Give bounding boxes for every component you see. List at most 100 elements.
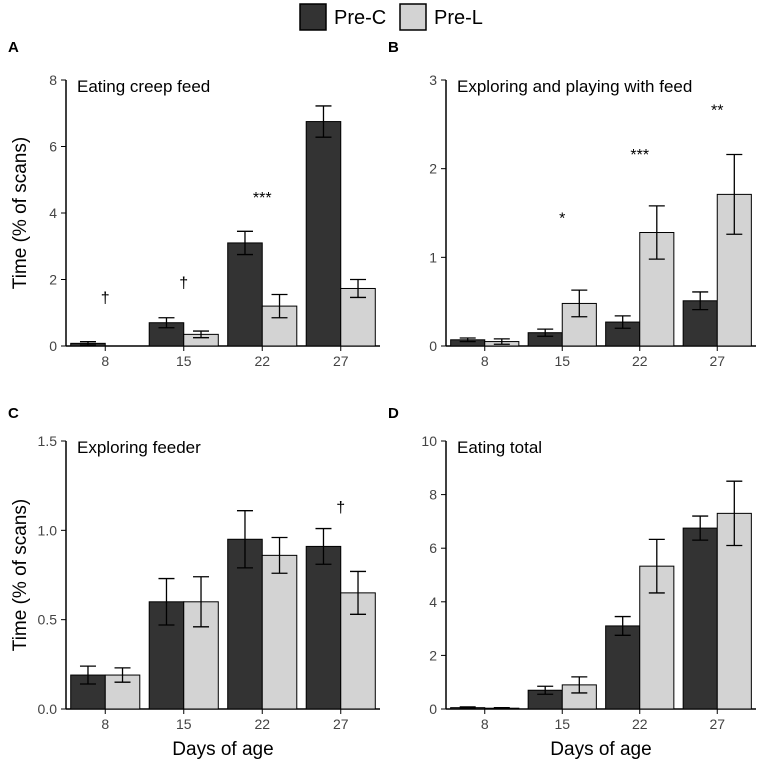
x-tick-label: 22 — [632, 716, 648, 732]
x-tick-label: 15 — [176, 353, 192, 369]
bar-pre-c-22 — [605, 625, 641, 710]
y-tick-label: 0 — [429, 338, 437, 354]
bar-pre-l-22 — [261, 554, 298, 710]
panel-d: Eating total 0 2 4 6 8 10 8 15 22 27 Days of age — [421, 433, 756, 760]
x-tick-label: 27 — [709, 353, 725, 369]
x-tick-label: 15 — [554, 716, 570, 732]
error-bar-pre-c-8 — [459, 337, 476, 343]
error-bar-pre-c-22 — [614, 615, 631, 636]
bar-pre-l-15 — [183, 601, 219, 710]
error-bar-pre-l-27 — [726, 480, 743, 547]
bar-pre-c-27 — [305, 121, 342, 347]
y-tick-label: 10 — [421, 433, 437, 449]
error-bar-pre-l-15 — [571, 676, 588, 694]
significance-annotation: * — [559, 211, 565, 228]
x-tick-label: 27 — [333, 716, 349, 732]
x-tick-label: 15 — [554, 353, 570, 369]
error-bar-pre-l-15 — [193, 576, 210, 628]
panel-title: Exploring feeder — [77, 438, 201, 457]
error-bar-pre-c-8 — [79, 665, 96, 685]
y-tick-label: 4 — [49, 205, 57, 221]
error-bar-pre-c-8 — [79, 341, 96, 346]
error-bar-pre-c-15 — [158, 577, 175, 626]
x-tick-label: 22 — [632, 353, 648, 369]
error-bar-pre-c-15 — [158, 317, 175, 329]
panel-title: Exploring and playing with feed — [457, 77, 692, 96]
error-bar-pre-c-8 — [459, 706, 476, 710]
error-bar-pre-l-15 — [193, 330, 210, 339]
panel-b: Exploring and playing with feed 0 1 2 3 8 15 22… — [429, 72, 756, 369]
error-bar-pre-c-22 — [614, 315, 631, 329]
x-tick-label: 15 — [176, 716, 192, 732]
y-tick-label: 1.5 — [38, 433, 58, 449]
x-tick-label: 8 — [101, 353, 109, 369]
panel-letter-d: D — [388, 405, 399, 422]
panel-letter-c: C — [8, 405, 19, 422]
y-tick-label: 0 — [49, 338, 57, 354]
significance-annotation: *** — [253, 190, 272, 207]
y-tick-label: 1 — [429, 249, 437, 265]
legend-label-pre-c: Pre-C — [334, 7, 386, 29]
significance-annotation: † — [336, 499, 345, 516]
panel-letter-a: A — [8, 39, 19, 56]
significance-annotation: *** — [630, 147, 649, 164]
y-tick-label: 6 — [429, 540, 437, 556]
error-bar-pre-c-15 — [537, 685, 554, 695]
y-tick-label: 2 — [429, 647, 437, 663]
significance-annotation: † — [179, 275, 188, 292]
panel-title: Eating creep feed — [77, 77, 210, 96]
y-tick-label: 3 — [429, 72, 437, 88]
bar-pre-c-27 — [682, 527, 718, 710]
legend: Pre-C Pre-L — [299, 3, 483, 31]
error-bar-pre-c-22 — [236, 230, 253, 256]
y-tick-label: 0 — [429, 701, 437, 717]
legend-label-pre-l: Pre-L — [434, 7, 483, 29]
panel-a: Eating creep feed 0 2 4 6 8 8 15 22 27 † † *** Time (… — [10, 72, 380, 369]
error-bar-pre-l-8 — [493, 338, 510, 345]
y-tick-label: 0.0 — [38, 701, 58, 717]
y-tick-label: 8 — [429, 487, 437, 503]
y-tick-label: 0.5 — [38, 612, 58, 628]
error-bar-pre-c-27 — [692, 291, 709, 311]
panel-title: Eating total — [457, 438, 542, 457]
error-bar-pre-c-27 — [315, 527, 332, 565]
y-tick-label: 8 — [49, 72, 57, 88]
error-bar-pre-l-8 — [114, 667, 131, 683]
x-axis-label: Days of age — [172, 739, 273, 760]
error-bar-pre-l-22 — [648, 205, 665, 260]
legend-swatch-pre-c — [299, 3, 327, 31]
y-axis-label: Time (% of scans) — [10, 499, 31, 651]
error-bar-pre-l-8 — [493, 707, 510, 710]
error-bar-pre-l-15 — [571, 289, 588, 318]
bar-pre-c-27 — [305, 545, 342, 710]
significance-annotation: ** — [711, 102, 723, 119]
error-bar-pre-l-22 — [648, 538, 665, 594]
error-bar-pre-l-22 — [271, 293, 288, 319]
error-bar-pre-l-22 — [271, 536, 288, 574]
x-tick-label: 27 — [709, 716, 725, 732]
x-tick-label: 8 — [481, 353, 489, 369]
error-bar-pre-l-27 — [726, 153, 743, 235]
y-tick-label: 4 — [429, 594, 437, 610]
y-tick-label: 2 — [49, 272, 57, 288]
x-tick-label: 8 — [101, 716, 109, 732]
x-tick-label: 8 — [481, 716, 489, 732]
x-tick-label: 22 — [254, 353, 270, 369]
x-tick-label: 27 — [333, 353, 349, 369]
significance-annotation: † — [101, 290, 110, 307]
x-tick-label: 22 — [254, 716, 270, 732]
bar-pre-c-22 — [227, 242, 263, 347]
x-axis-label: Days of age — [550, 739, 651, 760]
panel-letter-b: B — [388, 39, 399, 56]
panel-c: Exploring feeder 0.0 0.5 1.0 1.5 8 15 22 27 † Time… — [10, 433, 380, 760]
legend-swatch-pre-l — [399, 3, 427, 31]
error-bar-pre-c-27 — [315, 105, 332, 138]
y-tick-label: 1.0 — [38, 522, 58, 538]
error-bar-pre-l-27 — [350, 278, 367, 299]
y-tick-label: 2 — [429, 161, 437, 177]
error-bar-pre-c-15 — [537, 328, 554, 337]
y-axis-label: Time (% of scans) — [10, 137, 31, 289]
error-bar-pre-c-22 — [236, 510, 253, 569]
y-tick-label: 6 — [49, 139, 57, 155]
